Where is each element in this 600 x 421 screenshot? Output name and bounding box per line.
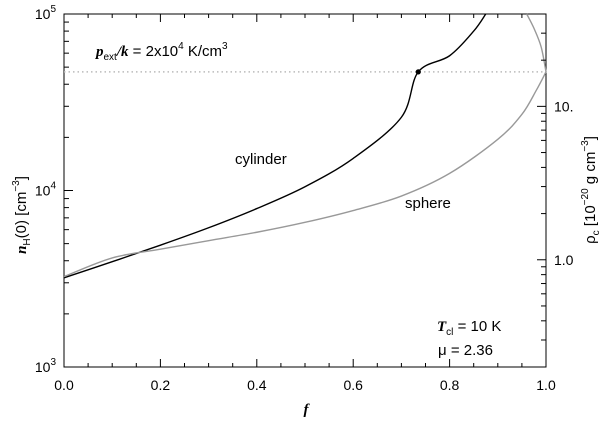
plot-frame (63, 13, 547, 368)
y-left-tick-label: 105 (35, 4, 57, 22)
y-left-tick-label: 103 (35, 357, 57, 375)
marker-point (415, 69, 421, 75)
x-tick-label: 0.2 (151, 377, 171, 393)
plot-border (63, 13, 547, 368)
series-line-sphere (63, 71, 547, 278)
x-tick-label: 0.6 (343, 377, 363, 393)
y-right-tick-label: 1.0 (554, 252, 574, 268)
x-tick-label: 0.4 (247, 377, 267, 393)
y-left-tick-label: 104 (35, 181, 57, 199)
y-axis-right-label: ρc [10−20 g cm−3] (580, 136, 600, 244)
pressure-annotation: pext/k = 2x104 K/cm3 (94, 41, 228, 63)
mu-annotation: μ = 2.36 (438, 342, 493, 359)
y-right-tick-label: 10. (554, 98, 573, 114)
x-tick-label: 0.8 (440, 377, 460, 393)
sphere-label: sphere (405, 195, 451, 212)
ticks-group: 0.0 0.2 0.4 0.6 0.8 1.0 103 104 105 1.0 10. (35, 4, 574, 393)
series-line-cylinder (63, 13, 487, 279)
y-axis-left-label: nH(0) [cm−3] (11, 176, 33, 254)
series-line-sphere-upper (526, 13, 547, 73)
temperature-annotation: Tcl = 10 K (437, 318, 501, 338)
x-axis-label: f (304, 402, 311, 418)
cylinder-label: cylinder (235, 151, 287, 168)
x-tick-label: 0.0 (54, 377, 74, 393)
x-tick-label: 1.0 (536, 377, 556, 393)
